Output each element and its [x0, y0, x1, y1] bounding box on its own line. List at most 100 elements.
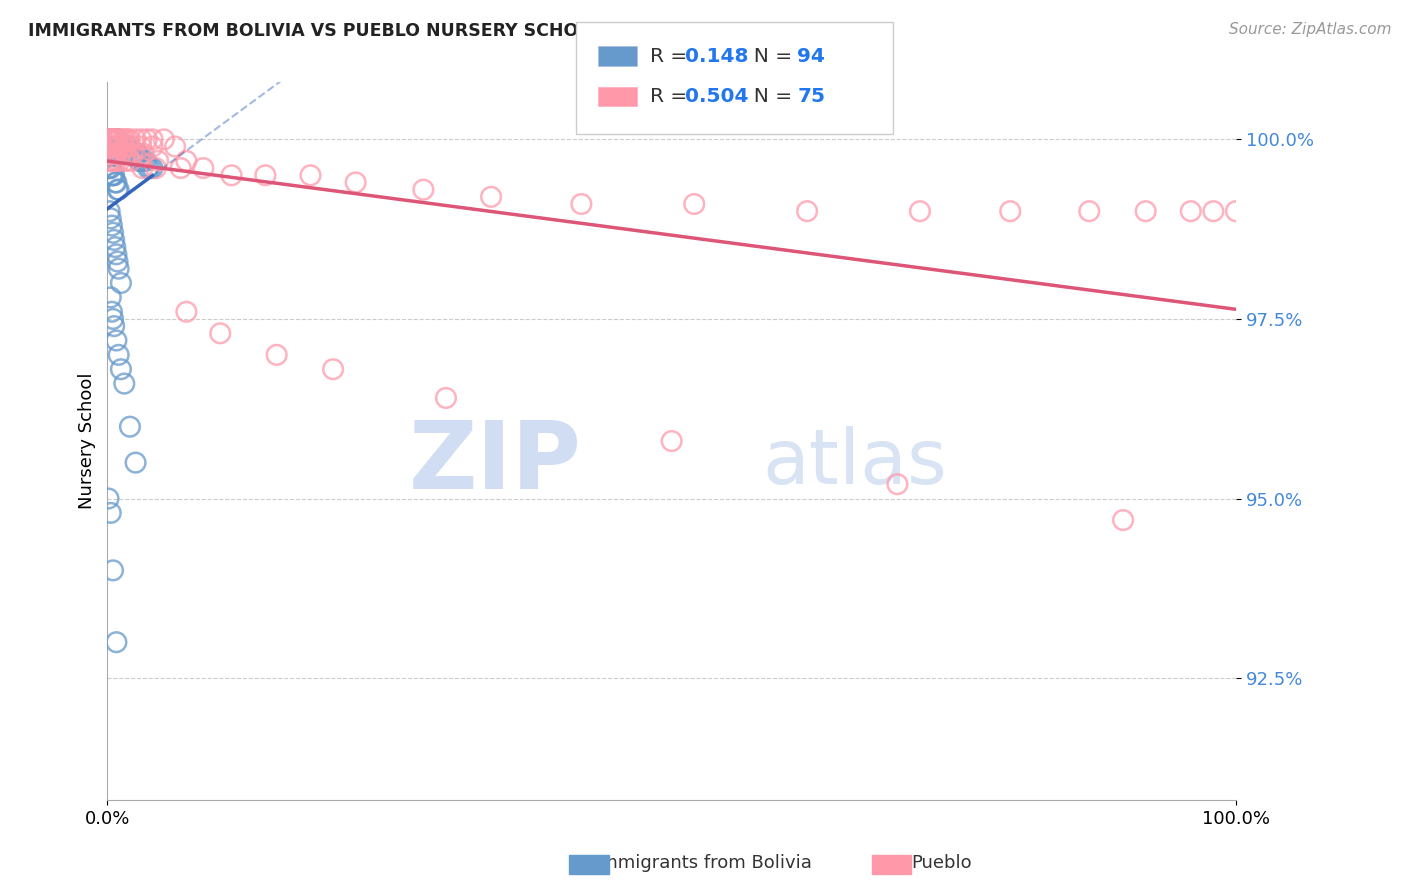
Point — [115, 139, 138, 153]
Point — [101, 312, 124, 326]
Point — [103, 319, 125, 334]
Point — [105, 132, 128, 146]
Point — [135, 153, 157, 168]
Point — [105, 635, 128, 649]
Point — [129, 139, 152, 153]
Point — [97, 132, 120, 146]
Point — [118, 139, 141, 153]
Point — [1225, 204, 1247, 219]
Point — [103, 132, 125, 146]
Point — [908, 204, 931, 219]
Point — [124, 146, 146, 161]
Text: N =: N = — [741, 87, 799, 106]
Point — [153, 132, 176, 146]
Point — [98, 132, 121, 146]
Point — [107, 139, 129, 153]
Point — [101, 132, 124, 146]
Point — [97, 491, 120, 506]
Point — [117, 132, 139, 146]
Point — [108, 139, 131, 153]
Y-axis label: Nursery School: Nursery School — [79, 373, 96, 509]
Point — [1078, 204, 1101, 219]
Point — [98, 132, 121, 146]
Point — [103, 139, 125, 153]
Point — [129, 132, 152, 146]
Point — [661, 434, 683, 448]
Point — [1135, 204, 1157, 219]
Point — [105, 132, 128, 146]
Point — [114, 132, 136, 146]
Point — [98, 204, 121, 219]
Point — [101, 305, 124, 319]
Point — [136, 161, 159, 175]
Point — [112, 376, 135, 391]
Point — [1112, 513, 1135, 527]
Point — [221, 169, 243, 183]
Point — [114, 153, 136, 168]
Text: 94: 94 — [797, 46, 825, 66]
Point — [107, 139, 129, 153]
Point — [103, 233, 125, 247]
Point — [105, 132, 128, 146]
Point — [110, 132, 132, 146]
Point — [101, 139, 124, 153]
Point — [146, 153, 169, 168]
Point — [104, 146, 127, 161]
Point — [121, 146, 143, 161]
Point — [569, 197, 592, 211]
Point — [100, 132, 122, 146]
Point — [110, 139, 132, 153]
Point — [101, 132, 124, 146]
Point — [141, 132, 163, 146]
Point — [107, 348, 129, 362]
Point — [118, 139, 141, 153]
Point — [118, 419, 141, 434]
Point — [139, 161, 162, 175]
Point — [111, 139, 134, 153]
Point — [141, 161, 163, 175]
Point — [98, 161, 121, 175]
Point — [132, 153, 155, 168]
Point — [98, 132, 121, 146]
Text: 0.148: 0.148 — [685, 46, 748, 66]
Point — [101, 226, 124, 240]
Point — [128, 153, 150, 168]
Point — [100, 132, 122, 146]
Point — [165, 139, 187, 153]
Text: N =: N = — [741, 46, 799, 66]
Point — [101, 132, 124, 146]
Point — [886, 477, 908, 491]
Point — [101, 132, 124, 146]
Point — [120, 153, 142, 168]
Point — [176, 153, 198, 168]
Point — [108, 139, 131, 153]
Point — [97, 153, 120, 168]
Point — [107, 139, 129, 153]
Point — [101, 169, 124, 183]
Point — [110, 276, 132, 290]
Point — [100, 161, 122, 175]
Point — [254, 169, 277, 183]
Point — [98, 132, 121, 146]
Text: IMMIGRANTS FROM BOLIVIA VS PUEBLO NURSERY SCHOOL CORRELATION CHART: IMMIGRANTS FROM BOLIVIA VS PUEBLO NURSER… — [28, 22, 820, 40]
Point — [101, 563, 124, 577]
Point — [105, 247, 128, 261]
Point — [107, 183, 129, 197]
Point — [101, 219, 124, 233]
Point — [129, 153, 152, 168]
Point — [107, 132, 129, 146]
Text: 75: 75 — [797, 87, 825, 106]
Point — [796, 204, 818, 219]
Point — [101, 132, 124, 146]
Point — [114, 139, 136, 153]
Point — [97, 132, 120, 146]
Point — [120, 146, 142, 161]
Point — [412, 183, 434, 197]
Point — [97, 132, 120, 146]
Point — [434, 391, 457, 405]
Point — [100, 146, 122, 161]
Point — [103, 132, 125, 146]
Point — [115, 146, 138, 161]
Point — [110, 146, 132, 161]
Point — [101, 132, 124, 146]
